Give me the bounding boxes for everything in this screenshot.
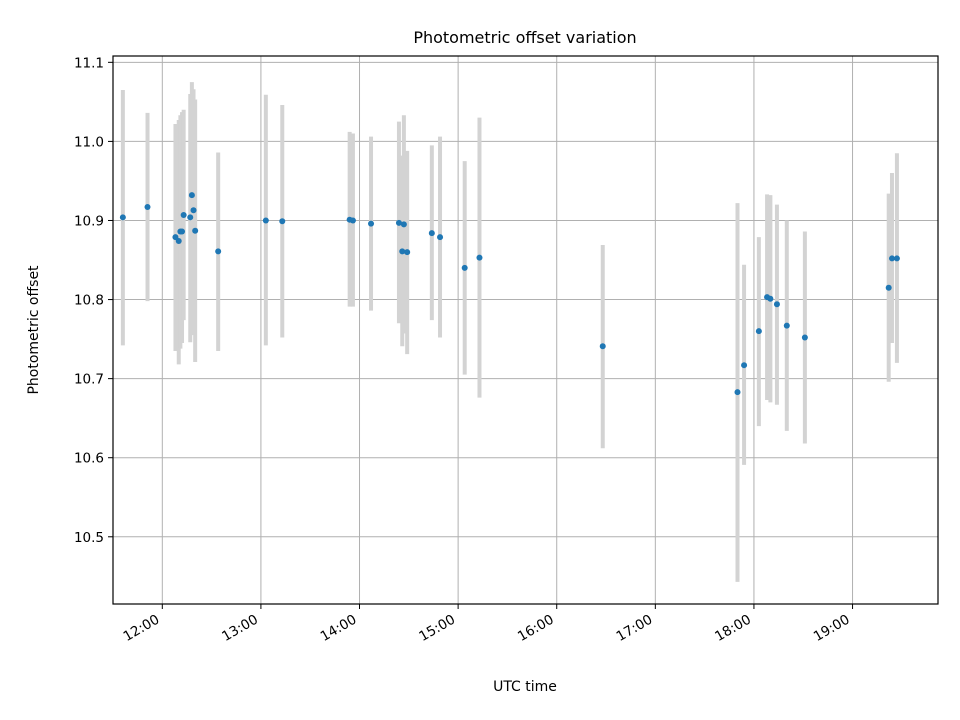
data-point [767, 295, 774, 302]
plot-background [113, 56, 938, 604]
data-point [599, 343, 606, 350]
data-point [395, 219, 402, 226]
data-point [279, 218, 286, 225]
data-point [144, 204, 151, 211]
y-tick-label: 10.7 [74, 372, 104, 388]
data-point [190, 207, 197, 214]
data-point [885, 284, 892, 291]
data-point [755, 328, 762, 335]
data-point [215, 248, 222, 255]
data-point [175, 238, 182, 245]
data-point [262, 217, 269, 224]
data-point [893, 255, 900, 262]
y-tick-label: 11.1 [74, 55, 104, 71]
y-tick-label: 10.8 [74, 293, 104, 309]
grid [113, 56, 938, 604]
y-tick-label: 11.0 [74, 134, 104, 150]
data-point [741, 362, 748, 369]
data-point [119, 214, 126, 221]
y-tick-label: 10.9 [74, 213, 104, 229]
data-point [172, 234, 179, 241]
data-points [119, 192, 900, 396]
data-point [437, 234, 444, 241]
data-point [783, 322, 790, 329]
y-tick-label: 10.5 [74, 530, 104, 546]
data-point [801, 334, 808, 341]
chart-title: Photometric offset variation [413, 28, 636, 47]
data-point [428, 230, 435, 237]
data-point [773, 301, 780, 308]
x-axis-label: UTC time [493, 679, 557, 695]
data-point [734, 389, 741, 396]
data-point [476, 254, 483, 261]
data-point [400, 221, 407, 228]
data-point [368, 220, 375, 227]
y-axis-label: Photometric offset [26, 265, 42, 395]
data-point [888, 255, 895, 262]
plot-frame [112, 55, 939, 605]
y-tick-label: 10.6 [74, 451, 104, 467]
data-point [188, 192, 195, 199]
data-point [399, 248, 406, 255]
data-point [187, 214, 194, 221]
data-point [404, 249, 411, 256]
data-point [461, 264, 468, 271]
data-point [192, 227, 199, 234]
y-axis: 10.5 10.6 10.7 10.8 10.9 11.0 11.1 [74, 55, 113, 546]
data-point [180, 211, 187, 218]
data-point [349, 217, 356, 224]
data-point [179, 228, 186, 235]
